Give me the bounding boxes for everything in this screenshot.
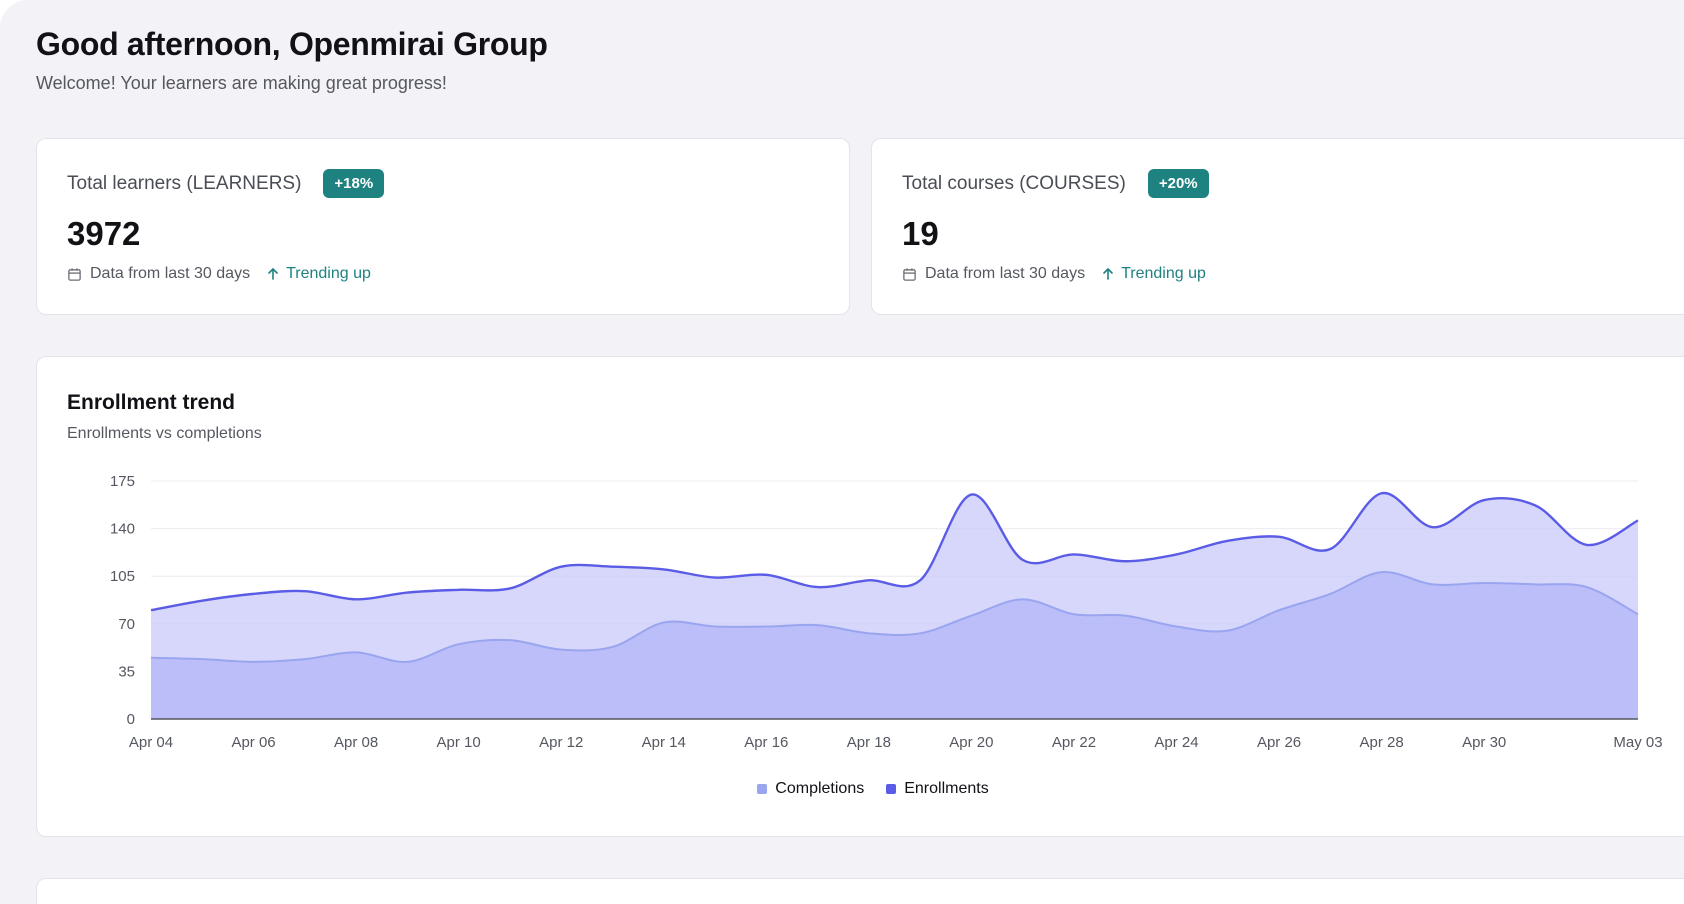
period-text: Data from last 30 days (925, 265, 1086, 282)
period-text: Data from last 30 days (90, 265, 251, 282)
x-tick-label: Apr 10 (437, 734, 481, 751)
enrollments-line (150, 492, 1639, 612)
chart-legend: Completions Enrollments (37, 780, 1684, 798)
x-tick-label: Apr 14 (642, 734, 686, 751)
completions-line (150, 571, 1639, 663)
x-tick-label: May 03 (1613, 734, 1662, 751)
enrollment-trend-card: 0 35 70 105 140 175 Apr 04 Apr 06 Apr 08 Apr 10 Ap… (36, 356, 1684, 837)
enrollment-chart: 0 35 70 105 140 175 Apr 04 Apr 06 Apr 08 Apr 10 Ap… (110, 473, 1663, 751)
stat-value: 3972 (67, 215, 141, 252)
calendar-icon (68, 267, 81, 281)
y-tick-label: 175 (110, 473, 135, 490)
x-tick-label: Apr 30 (1462, 734, 1506, 751)
trend-indicator: Trending up (1101, 265, 1206, 283)
legend-label: Enrollments (904, 780, 989, 797)
enrollments-swatch (886, 784, 897, 794)
y-tick-label: 105 (110, 568, 135, 585)
growth-badge: +18% (323, 169, 385, 198)
x-tick-label: Apr 18 (847, 734, 891, 751)
arrow-up-icon (268, 268, 278, 280)
stat-footer: Data from last 30 days Trending up (67, 265, 371, 283)
x-tick-label: Apr 24 (1154, 734, 1198, 751)
y-tick-label: 140 (110, 521, 135, 538)
y-tick-label: 70 (118, 616, 135, 633)
courses-stat-card: Total courses (COURSES) +20% 19 Data fro… (871, 138, 1684, 315)
legend-item-completions[interactable]: Completions (757, 780, 864, 798)
x-tick-label: Apr 12 (539, 734, 583, 751)
x-tick-label: Apr 04 (129, 734, 173, 751)
chart-areas (150, 492, 1639, 719)
stat-footer: Data from last 30 days Trending up (902, 265, 1206, 283)
stat-header: Total courses (COURSES) +20% (902, 169, 1209, 198)
next-section-card (36, 878, 1684, 904)
stat-header: Total learners (LEARNERS) +18% (67, 169, 385, 198)
x-tick-label: Apr 20 (949, 734, 993, 751)
trend-indicator: Trending up (266, 265, 371, 283)
x-tick-label: Apr 06 (231, 734, 275, 751)
stat-label: Total learners (LEARNERS) (67, 172, 302, 194)
completions-area (151, 571, 1638, 719)
chart-subtitle: Enrollments vs completions (67, 425, 262, 442)
welcome-message: Welcome! Your learners are making great … (36, 73, 447, 93)
legend-label: Completions (775, 780, 865, 797)
trend-text: Trending up (1121, 265, 1206, 282)
chart-axes: 0 35 70 105 140 175 Apr 04 Apr 06 Apr 08 Apr 10 Ap… (110, 473, 1663, 751)
x-tick-label: Apr 22 (1052, 734, 1096, 751)
stat-value: 19 (902, 215, 939, 252)
stat-label: Total courses (COURSES) (902, 172, 1126, 194)
x-tick-label: Apr 26 (1257, 734, 1301, 751)
x-tick-label: Apr 28 (1360, 734, 1404, 751)
trend-text: Trending up (286, 265, 371, 282)
y-tick-label: 35 (118, 663, 135, 680)
arrow-up-icon (1103, 268, 1113, 280)
growth-badge: +20% (1147, 169, 1209, 198)
chart-title: Enrollment trend (67, 391, 236, 414)
completions-swatch (757, 784, 768, 794)
calendar-icon (903, 267, 916, 281)
x-tick-label: Apr 16 (744, 734, 788, 751)
learners-stat-card: Total learners (LEARNERS) +18% 3972 Data… (36, 138, 850, 315)
x-tick-label: Apr 08 (334, 734, 378, 751)
legend-item-enrollments[interactable]: Enrollments (886, 780, 989, 798)
y-tick-label: 0 (127, 711, 135, 728)
page-title: Good afternoon, Openmirai Group (36, 26, 548, 62)
